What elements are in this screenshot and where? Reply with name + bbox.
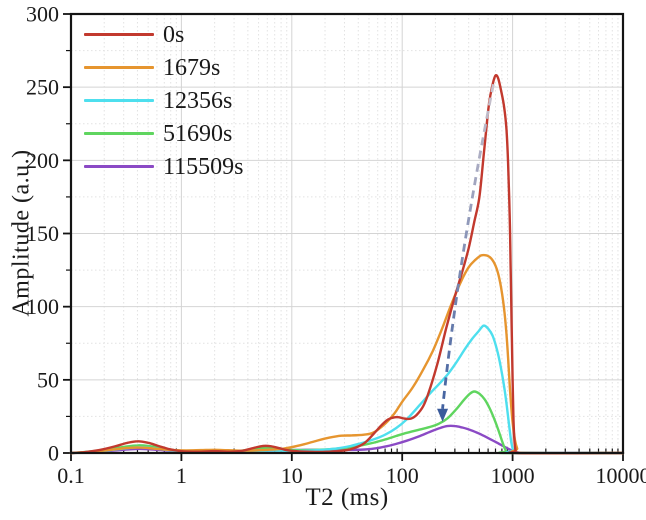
- series-curve-12356s: [69, 324, 625, 455]
- y-tick-label: 250: [26, 75, 59, 100]
- y-tick-label: 200: [26, 148, 59, 173]
- legend-label: 1679s: [163, 54, 221, 81]
- x-tick-label: 0.1: [57, 463, 85, 488]
- legend-line-swatch: [84, 33, 154, 36]
- legend-line-swatch: [84, 66, 154, 69]
- legend-item-0s: 0s: [84, 18, 243, 51]
- x-axis-title: T2 (ms): [305, 484, 389, 511]
- x-tick-label: 1: [176, 463, 187, 488]
- x-tick-label: 10000: [596, 463, 646, 488]
- legend-line-swatch: [84, 165, 154, 168]
- x-tick-label: 100: [386, 463, 419, 488]
- legend-line-swatch: [84, 132, 154, 135]
- x-tick-label: 10: [281, 463, 303, 488]
- y-tick-label: 150: [26, 221, 59, 246]
- legend-label: 0s: [163, 21, 185, 48]
- legend: 0s 1679s 12356s 51690s 115509s: [84, 18, 243, 183]
- legend-item-1679s: 1679s: [84, 51, 243, 84]
- legend-line-swatch: [84, 99, 154, 102]
- legend-item-115509s: 115509s: [84, 150, 243, 183]
- y-tick-label: 300: [26, 2, 59, 27]
- x-tick-label: 1000: [491, 463, 535, 488]
- legend-item-51690s: 51690s: [84, 117, 243, 150]
- legend-label: 51690s: [163, 120, 233, 147]
- y-tick-label: 0: [48, 441, 59, 466]
- legend-label: 12356s: [163, 87, 233, 114]
- y-axis-title: Amplitude (a.u.): [8, 149, 35, 317]
- y-tick-label: 100: [26, 294, 59, 319]
- trend-arrow-line: [441, 83, 495, 409]
- legend-label: 115509s: [163, 153, 244, 180]
- plot-frame: [69, 12, 625, 455]
- legend-item-12356s: 12356s: [84, 84, 243, 117]
- series-curve-1679s: [69, 253, 625, 455]
- trend-arrow-head: [437, 408, 449, 422]
- series-curve-0s: [69, 73, 625, 455]
- y-tick-label: 50: [37, 367, 59, 392]
